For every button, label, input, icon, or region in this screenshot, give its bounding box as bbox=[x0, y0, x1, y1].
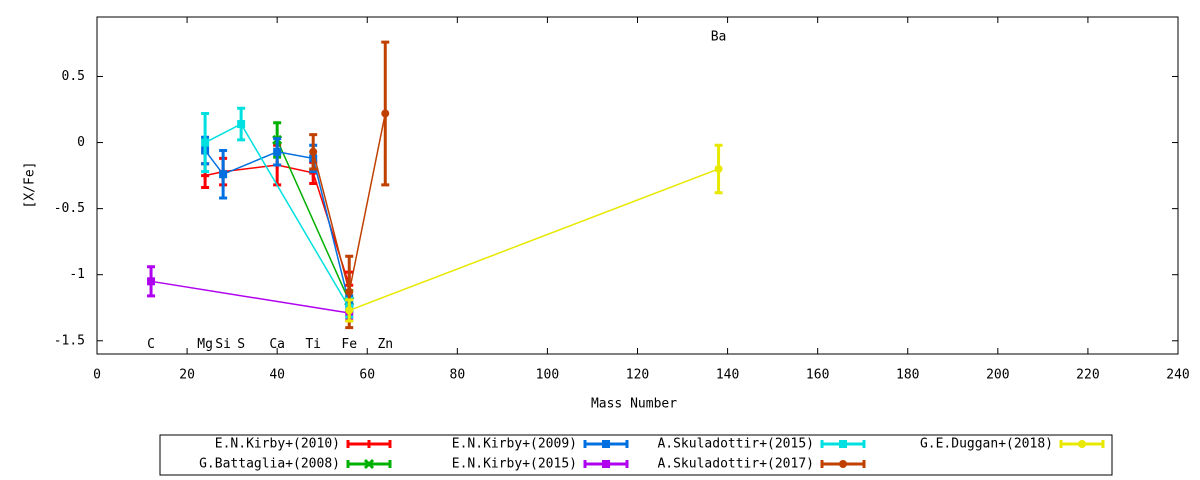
x-tick-label: 0 bbox=[93, 368, 101, 383]
legend-label: A.Skuladottir+(2015) bbox=[657, 437, 814, 452]
x-tick-label: 220 bbox=[1076, 368, 1099, 383]
x-tick-label: 140 bbox=[716, 368, 739, 383]
x-tick-label: 20 bbox=[179, 368, 195, 383]
element-label: Ca bbox=[269, 337, 285, 352]
x-axis-label: Mass Number bbox=[591, 397, 677, 412]
x-tick-label: 180 bbox=[896, 368, 919, 383]
element-label: Fe bbox=[341, 337, 357, 352]
legend-label: E.N.Kirby+(2015) bbox=[452, 457, 577, 472]
legend-label: A.Skuladottir+(2017) bbox=[657, 457, 814, 472]
data-point bbox=[309, 147, 318, 156]
data-point bbox=[237, 120, 246, 129]
data-point bbox=[201, 138, 210, 147]
series-line bbox=[150, 280, 350, 314]
data-point bbox=[714, 164, 723, 173]
legend-label: E.N.Kirby+(2009) bbox=[452, 437, 577, 452]
data-point bbox=[219, 170, 228, 179]
legend-label: E.N.Kirby+(2010) bbox=[215, 437, 340, 452]
legend-frame bbox=[159, 434, 1113, 476]
element-label: Si bbox=[215, 337, 231, 352]
y-tick-label: 0.5 bbox=[62, 69, 85, 84]
series-line bbox=[348, 168, 719, 312]
element-label: Zn bbox=[377, 337, 393, 352]
element-label: S bbox=[237, 337, 245, 352]
series-line bbox=[276, 139, 350, 302]
legend-marker bbox=[602, 440, 610, 448]
y-tick-label: -0.5 bbox=[54, 201, 85, 216]
y-tick-label: -1.5 bbox=[54, 333, 85, 348]
element-label: Ti bbox=[305, 337, 321, 352]
legend-marker bbox=[839, 460, 847, 468]
y-axis-label: [X/Fe] bbox=[23, 162, 38, 209]
legend-marker bbox=[839, 440, 847, 448]
element-label: C bbox=[147, 337, 155, 352]
element-label: Ba bbox=[711, 29, 727, 44]
x-tick-label: 60 bbox=[359, 368, 375, 383]
data-point bbox=[381, 109, 390, 118]
legend-marker bbox=[365, 440, 373, 448]
y-tick-label: -1 bbox=[69, 267, 85, 282]
x-tick-label: 80 bbox=[450, 368, 466, 383]
legend-label: G.Battaglia+(2008) bbox=[199, 457, 340, 472]
legend-marker bbox=[602, 460, 610, 468]
plot-frame bbox=[96, 16, 1179, 355]
element-label: Mg bbox=[197, 337, 213, 352]
legend-marker bbox=[363, 458, 375, 470]
x-tick-label: 100 bbox=[536, 368, 559, 383]
legend-label: G.E.Duggan+(2018) bbox=[920, 437, 1053, 452]
x-tick-label: 160 bbox=[806, 368, 829, 383]
x-tick-label: 40 bbox=[269, 368, 285, 383]
data-point bbox=[345, 287, 354, 296]
data-point bbox=[345, 306, 354, 315]
x-tick-label: 200 bbox=[986, 368, 1009, 383]
x-tick-label: 120 bbox=[626, 368, 649, 383]
y-tick-label: 0 bbox=[77, 135, 85, 150]
data-point bbox=[147, 277, 156, 286]
x-tick-label: 240 bbox=[1166, 368, 1189, 383]
legend-marker bbox=[1078, 440, 1086, 448]
data-point bbox=[273, 147, 282, 156]
